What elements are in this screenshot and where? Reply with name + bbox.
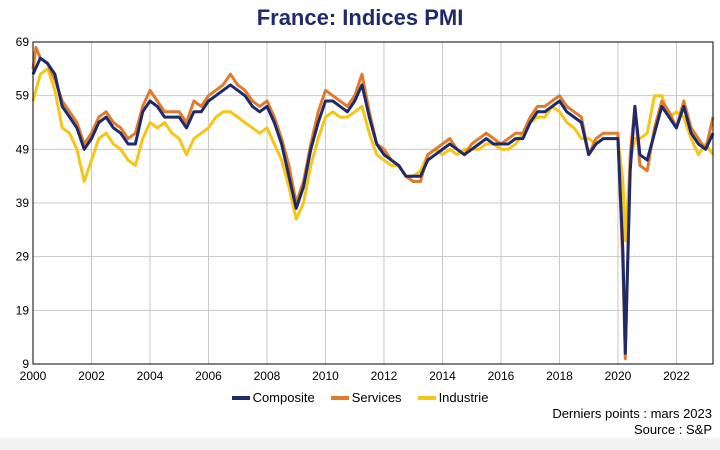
y-tick-label: 19	[16, 303, 30, 317]
x-tick-label: 2008	[254, 369, 281, 383]
legend-item-industrie: Industrie	[417, 390, 489, 405]
x-tick-label: 2014	[429, 369, 456, 383]
tick-labels: 9 19 29 39 49 59 69 2000 2002 2004 2006 2008 2010 201…	[16, 35, 690, 383]
x-tick-label: 2022	[663, 369, 690, 383]
x-tick-label: 2016	[488, 369, 515, 383]
legend-label: Services	[351, 390, 402, 405]
series-line-composite	[31, 56, 715, 355]
source-note: Source : S&P	[633, 422, 712, 437]
legend-label: Composite	[252, 390, 315, 405]
grid	[32, 41, 713, 365]
x-tick-label: 2002	[78, 369, 105, 383]
x-tick-label: 2012	[371, 369, 398, 383]
legend-swatch	[231, 395, 250, 400]
last-points-note: Derniers points : mars 2023	[552, 406, 712, 421]
legend: Composite Services Industrie	[0, 390, 720, 405]
legend-item-composite: Composite	[231, 390, 315, 405]
pmi-chart: 9 19 29 39 49 59 69 2000 2002 2004 2006 2008 2010 201…	[16, 35, 715, 383]
x-tick-label: 2010	[312, 369, 339, 383]
x-tick-label: 2004	[137, 369, 164, 383]
x-tick-label: 2000	[20, 369, 47, 383]
legend-label: Industrie	[438, 390, 489, 405]
y-tick-label: 9	[22, 357, 29, 371]
series-line-industrie	[31, 67, 715, 243]
plot-frame	[32, 41, 714, 365]
legend-swatch	[417, 395, 436, 400]
y-tick-label: 39	[16, 196, 30, 210]
legend-item-services: Services	[330, 390, 402, 405]
bottom-strip	[0, 438, 720, 450]
chart-title: France: Indices PMI	[256, 5, 464, 30]
x-tick-label: 2018	[546, 369, 573, 383]
y-tick-label: 49	[16, 142, 30, 156]
y-tick-label: 69	[16, 35, 30, 49]
footer: Derniers points : mars 2023 Source : S&P	[552, 406, 712, 438]
series-group	[31, 45, 715, 361]
legend-swatch	[330, 395, 349, 400]
x-tick-label: 2006	[195, 369, 222, 383]
y-tick-label: 29	[16, 250, 30, 264]
y-tick-label: 59	[16, 89, 30, 103]
x-tick-label: 2020	[605, 369, 632, 383]
